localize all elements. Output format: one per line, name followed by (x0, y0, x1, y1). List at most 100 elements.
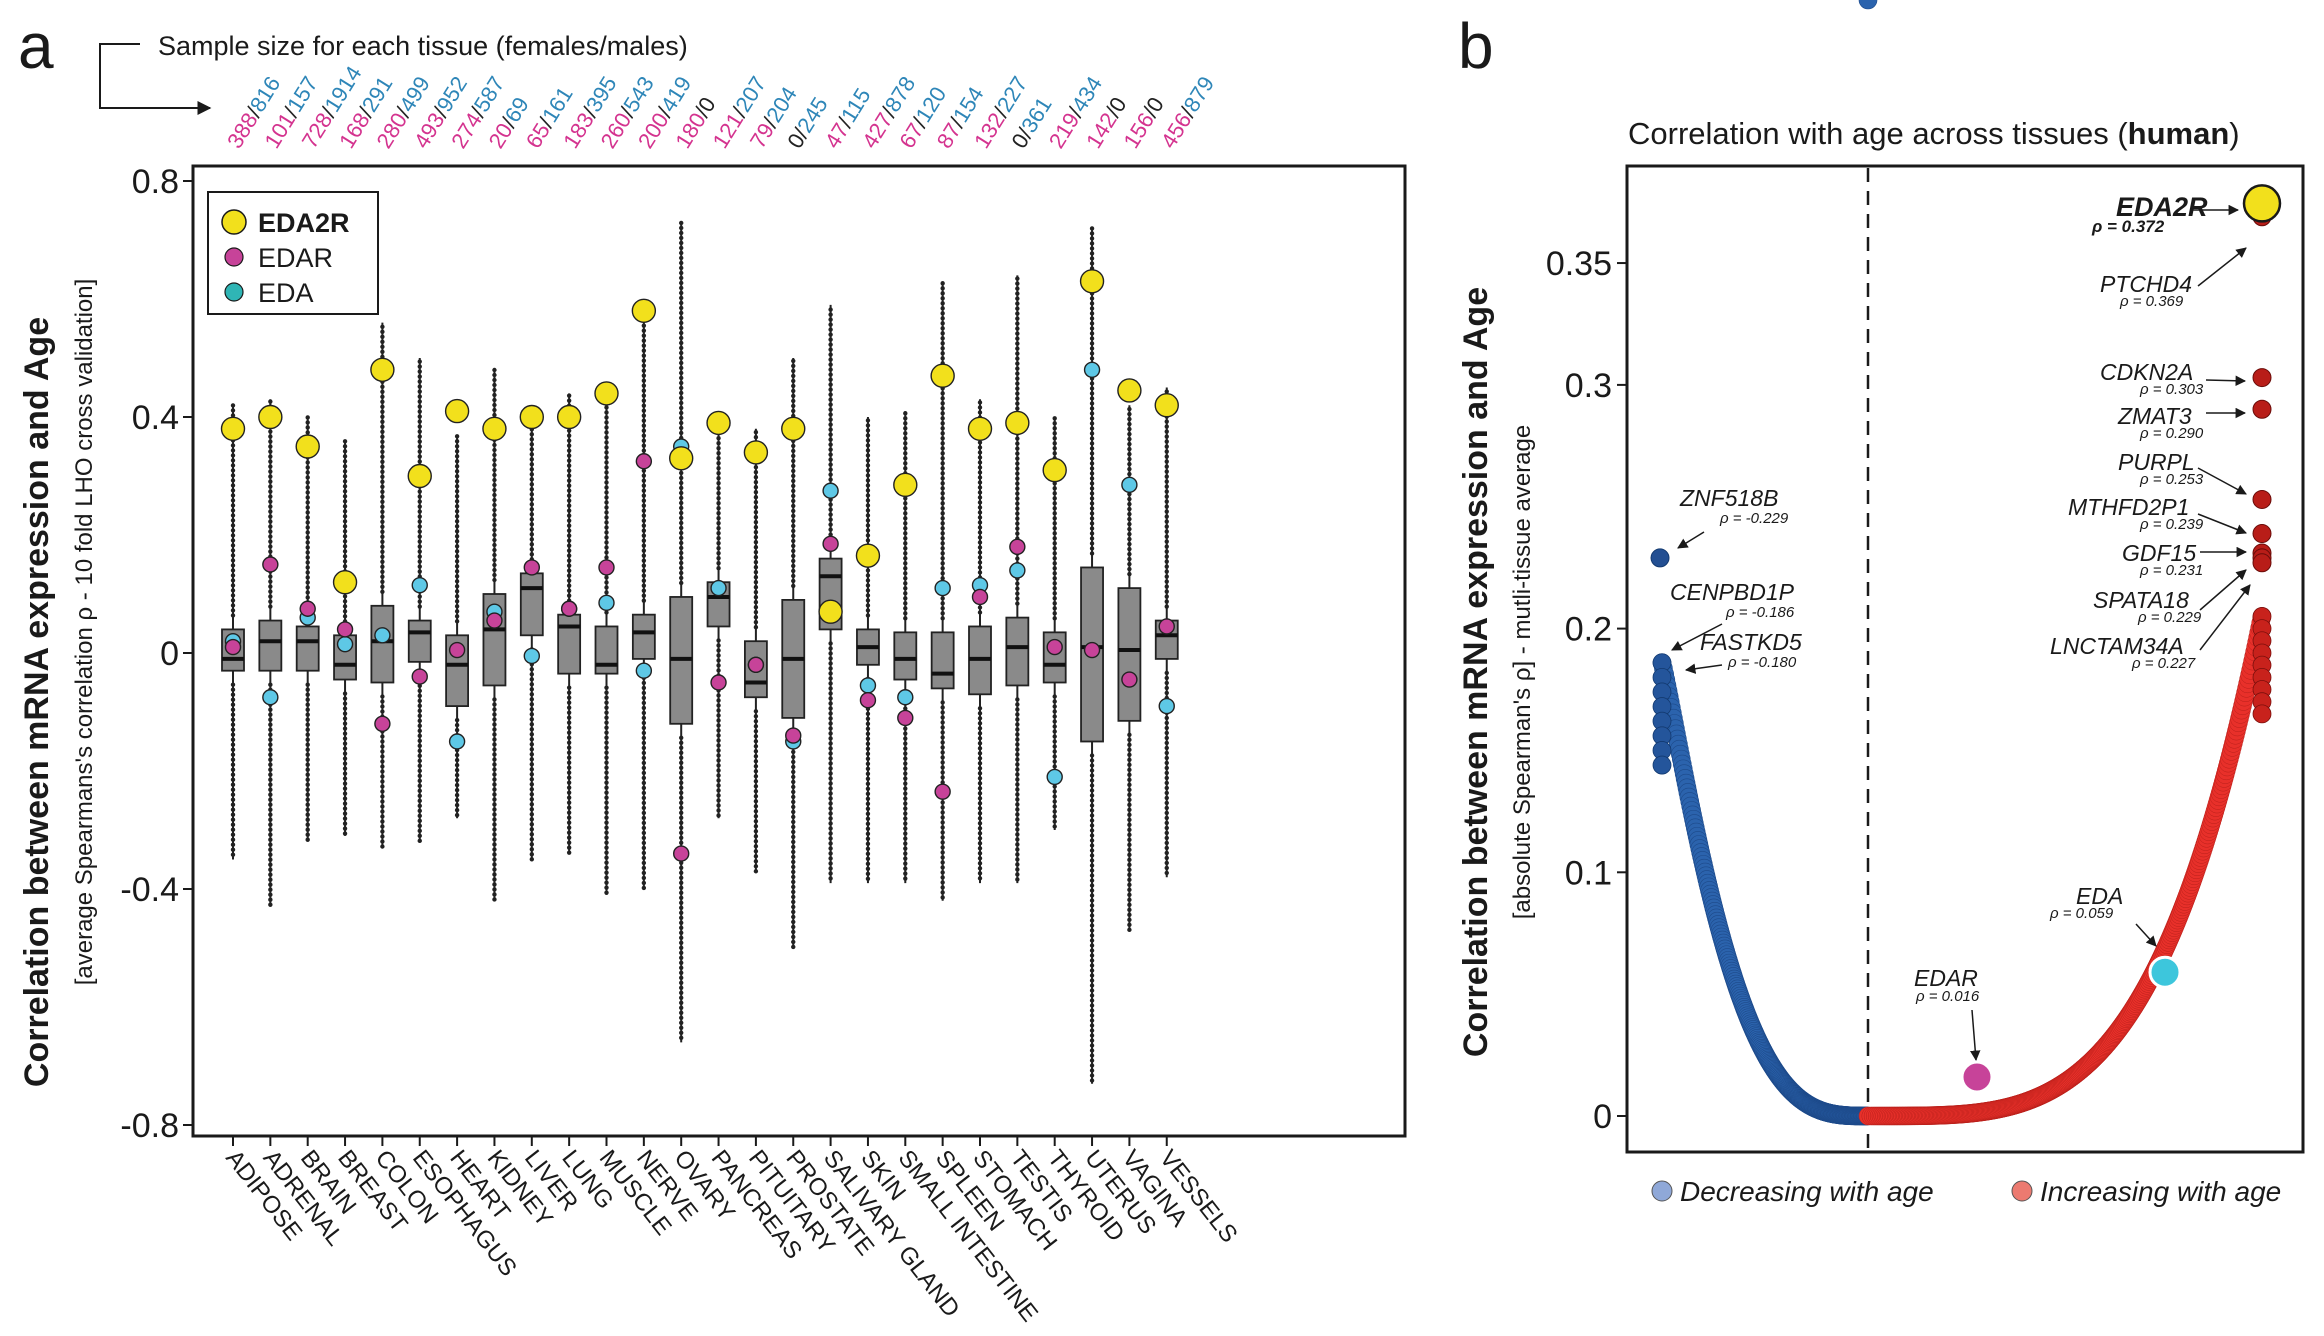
outlier-point (380, 784, 385, 789)
gene-label: CDKN2A (2100, 359, 2193, 385)
eda2r-point (258, 404, 283, 430)
outlier-point (940, 596, 945, 601)
outlier-point (417, 494, 422, 499)
outlier-point (1164, 504, 1169, 509)
outlier-point (828, 746, 833, 751)
outlier-point (1015, 286, 1020, 291)
outlier-point (753, 510, 759, 515)
outlier-point (977, 485, 983, 490)
outlier-point (566, 755, 572, 760)
outlier-point (529, 692, 534, 697)
outlier-point (1089, 803, 1095, 808)
outlier-point (716, 521, 721, 526)
outlier-point (1089, 1023, 1095, 1028)
outlier-point (417, 389, 422, 394)
outlier-point (566, 573, 572, 578)
outlier-point (791, 448, 796, 454)
outlier-point (342, 604, 348, 609)
outlier-point (604, 800, 609, 805)
outlier-point (865, 508, 871, 513)
outlier-point (380, 419, 385, 424)
outlier-point (679, 350, 684, 356)
outlier-point (865, 846, 871, 851)
outlier-point (268, 827, 273, 832)
outlier-point (641, 498, 647, 503)
outlier-point (230, 732, 236, 737)
outlier-point (865, 498, 871, 503)
y-tick-label: -0.4 (120, 871, 179, 909)
outlier-point (940, 820, 945, 825)
panel-b-letter: b (1458, 10, 1494, 82)
outlier-point (1127, 817, 1132, 823)
outlier-point (716, 658, 721, 663)
outlier-point (940, 700, 945, 705)
outlier-point (1127, 842, 1132, 848)
outlier-point (828, 716, 833, 721)
outlier-point (305, 480, 310, 485)
outlier-point (342, 756, 348, 761)
outlier-point (268, 777, 273, 782)
outlier-point (828, 871, 833, 876)
outlier-point (753, 550, 759, 555)
edar-point (785, 727, 802, 744)
outlier-point (230, 742, 236, 747)
outlier-point (1089, 386, 1095, 391)
outlier-point (1127, 787, 1132, 793)
outlier-point (753, 565, 759, 570)
outlier-point (679, 1000, 684, 1005)
outlier-point (716, 481, 721, 486)
outlier-point (417, 763, 422, 769)
outlier-point (417, 489, 422, 494)
outlier-point (903, 706, 908, 711)
outlier-point (566, 780, 572, 785)
outlier-point (417, 404, 422, 409)
outlier-point (492, 807, 497, 812)
outlier-point (1127, 762, 1132, 768)
outlier-point (753, 739, 759, 744)
outlier-point (1015, 326, 1020, 331)
outlier-point (492, 537, 497, 543)
outlier-point (791, 458, 796, 464)
edar-point (1158, 618, 1175, 635)
outlier-point (566, 850, 572, 855)
outlier-point (716, 476, 721, 481)
outlier-point (1089, 346, 1095, 351)
outlier-point (641, 428, 647, 433)
outlier-point (305, 495, 310, 500)
outlier-point (604, 740, 609, 745)
outlier-point (454, 559, 460, 564)
outlier-point (305, 525, 310, 530)
outlier-point (903, 516, 908, 521)
outlier-point (641, 695, 647, 701)
outlier-point (865, 746, 871, 751)
outlier-point (1089, 241, 1095, 246)
outlier-point (753, 485, 759, 490)
outlier-point (492, 467, 497, 473)
outlier-point (1127, 877, 1132, 883)
outlier-point (903, 426, 908, 431)
outlier-point (380, 539, 385, 544)
outlier-point (753, 505, 759, 510)
outlier-point (828, 407, 833, 412)
outlier-point (604, 515, 609, 520)
outlier-point (1089, 993, 1095, 998)
outlier-point (641, 588, 647, 593)
outlier-point (604, 690, 609, 695)
outlier-point (380, 549, 385, 554)
outlier-point (1089, 1008, 1095, 1013)
outlier-point (1015, 812, 1020, 817)
outlier-point (865, 578, 871, 583)
box-body (557, 613, 582, 675)
annotation-arrow (2197, 513, 2247, 535)
outlier-point (1089, 753, 1095, 758)
outlier-point (380, 414, 385, 419)
outlier-point (791, 789, 796, 795)
outlier-point (1015, 742, 1020, 747)
outlier-point (940, 451, 945, 456)
outlier-point (604, 730, 609, 735)
outlier-point (268, 604, 273, 609)
outlier-point (566, 795, 572, 800)
outlier-point (417, 559, 422, 564)
outlier-point (828, 726, 833, 731)
outlier-point (566, 498, 572, 503)
